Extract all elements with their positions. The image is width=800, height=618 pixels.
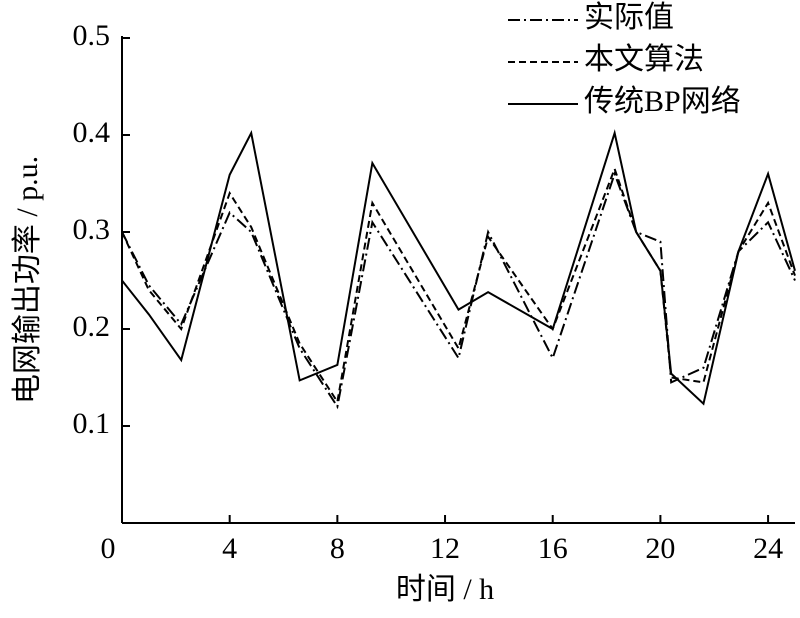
x-tick-label: 20: [645, 532, 675, 565]
y-axis-title: 电网输出功率 / p.u.: [11, 156, 44, 404]
x-tick-label: 8: [330, 532, 345, 565]
series-line: [121, 170, 796, 410]
x-tick-label: 0: [101, 532, 116, 565]
x-tick-label: 16: [538, 532, 568, 565]
series-line: [121, 129, 796, 406]
x-tick-label: 12: [430, 532, 460, 565]
legend-label: 实际值: [584, 1, 674, 34]
legend-label: 本文算法: [584, 43, 704, 76]
y-tick-label: 0.1: [73, 407, 111, 440]
y-tick-label: 0.4: [73, 116, 111, 149]
y-tick-label: 0.2: [73, 310, 111, 343]
series-line: [121, 166, 796, 405]
x-tick-label: 24: [753, 532, 783, 565]
x-axis-title: 时间 / h: [396, 573, 494, 606]
y-tick-label: 0.3: [73, 213, 111, 246]
x-tick-label: 4: [222, 532, 237, 565]
y-tick-label: 0.5: [73, 19, 111, 52]
legend-label: 传统BP网络: [584, 85, 741, 118]
